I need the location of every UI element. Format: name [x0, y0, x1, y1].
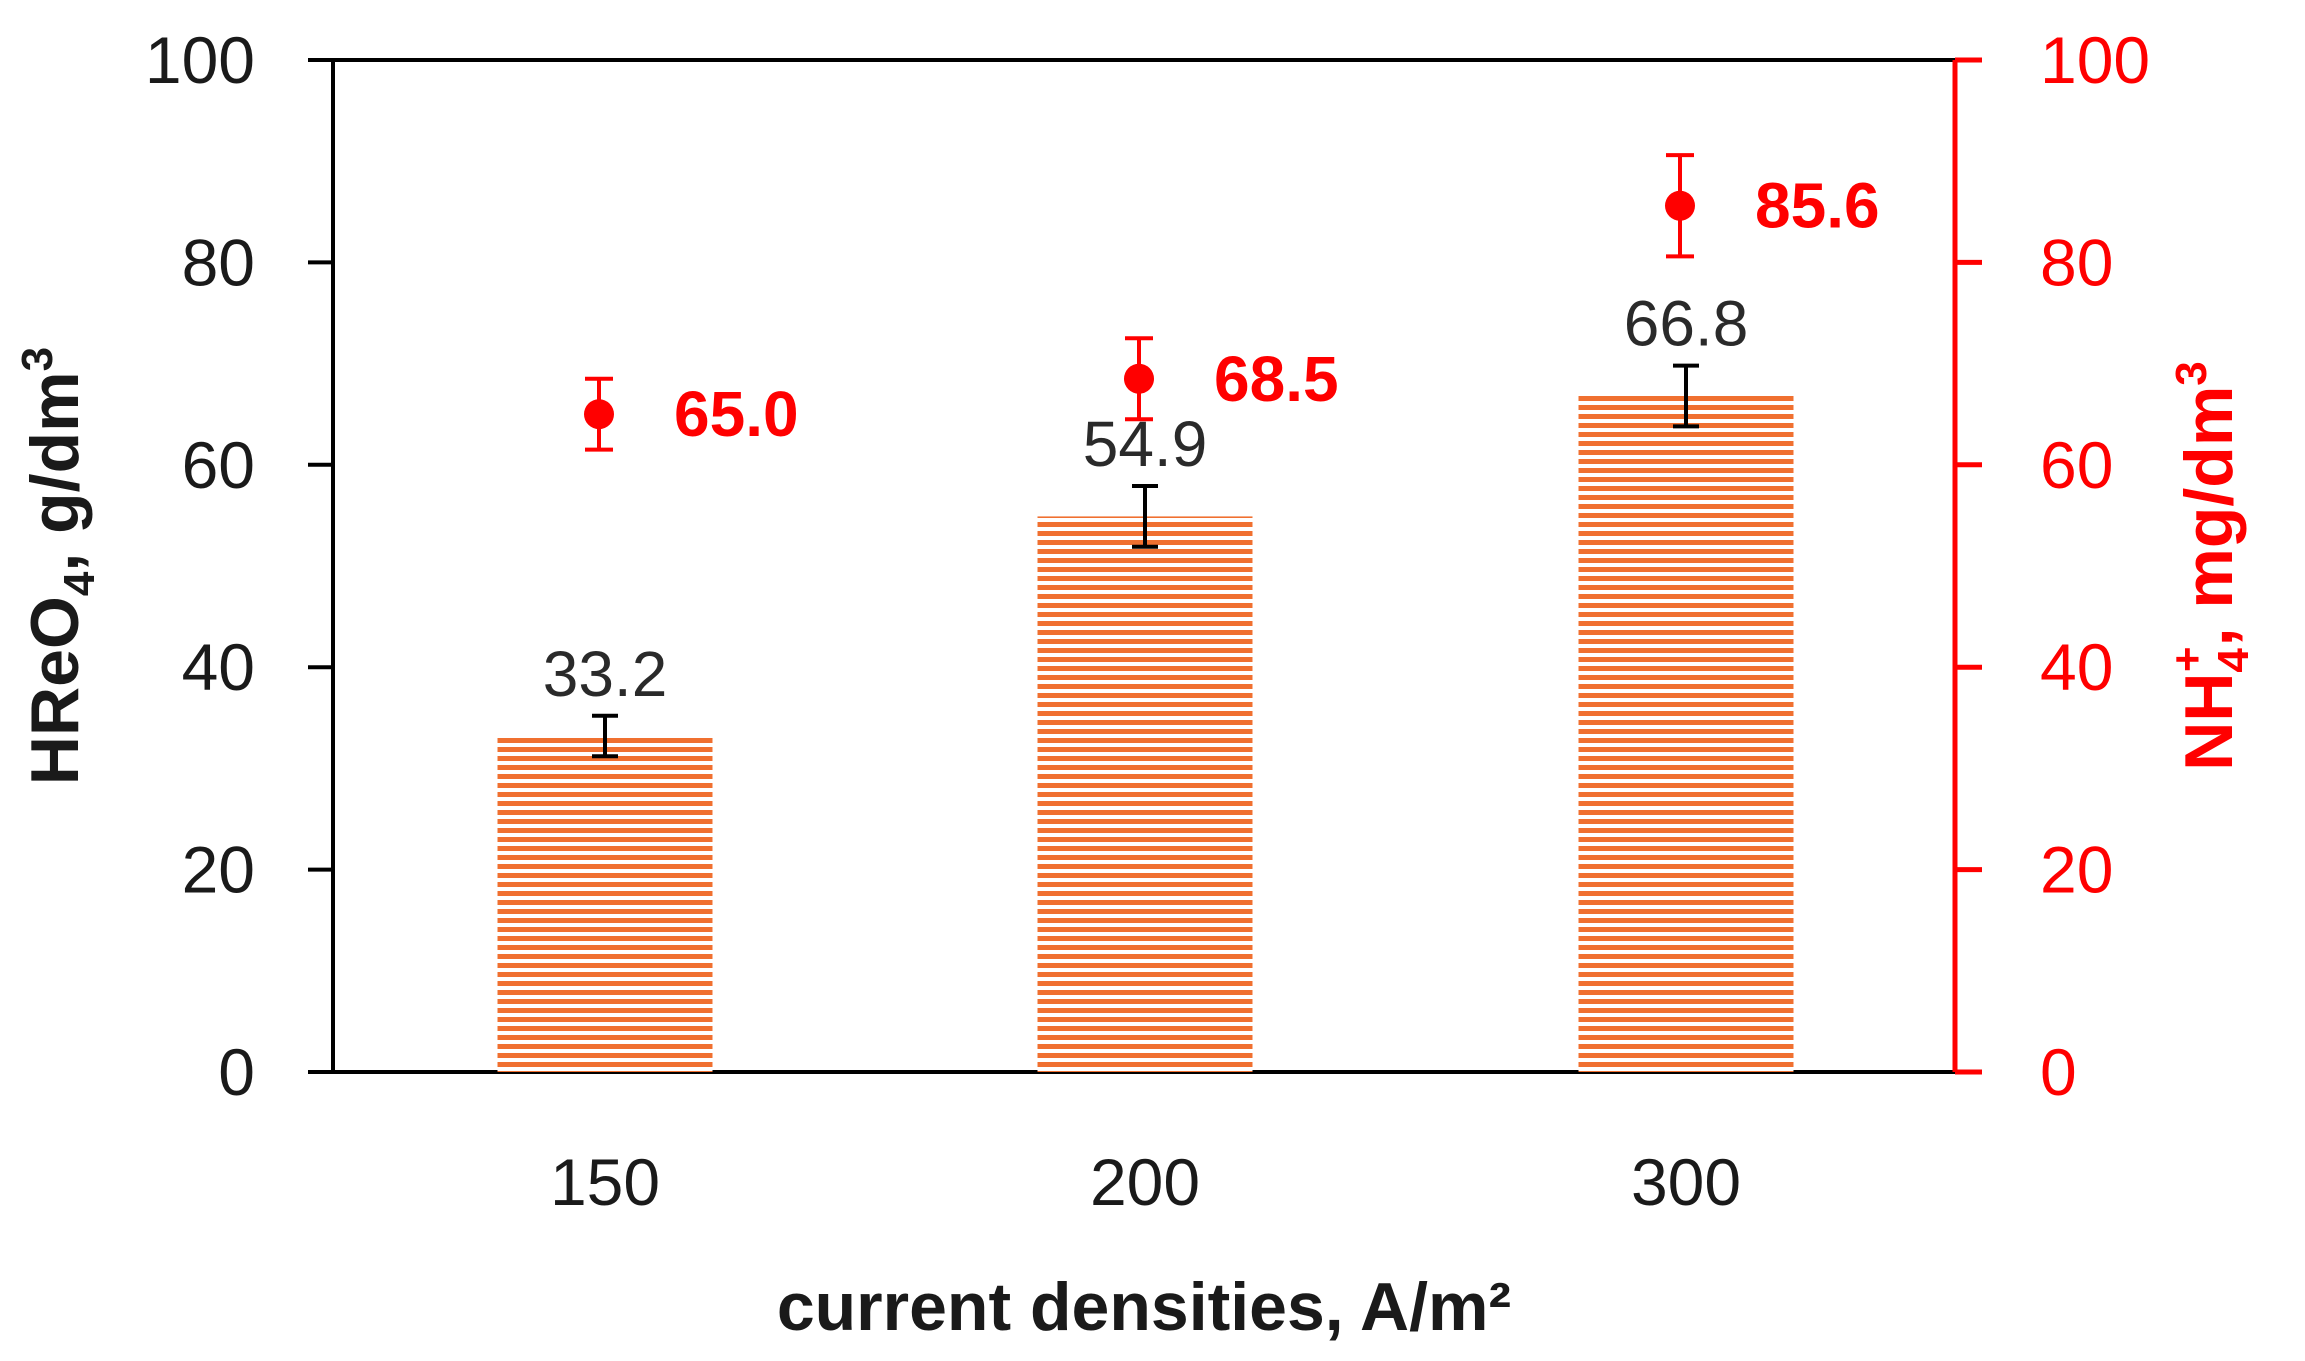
right-tick-label: 40 — [2040, 630, 2113, 704]
x-tick-label: 200 — [1090, 1145, 1200, 1219]
right-tick-label: 60 — [2040, 428, 2113, 502]
left-tick-label: 60 — [182, 428, 255, 502]
data-point — [1665, 190, 1695, 221]
point-data-label: 65.0 — [674, 378, 799, 450]
bar — [1037, 516, 1253, 1072]
point-data-label: 68.5 — [1214, 343, 1339, 415]
left-tick-label: 0 — [218, 1035, 255, 1109]
x-tick-label: 300 — [1631, 1145, 1741, 1219]
right-tick-label: 80 — [2040, 225, 2113, 299]
bar-data-label: 66.8 — [1624, 288, 1749, 360]
point-series: 65.0 68.5 85.6 — [584, 153, 1880, 452]
left-tick-label: 20 — [182, 833, 255, 907]
bar — [1578, 395, 1794, 1072]
x-tick-label: 150 — [550, 1145, 660, 1219]
left-tick-label: 100 — [145, 23, 255, 97]
right-y-axis-title: NH4+, mg/dm3 — [2163, 361, 2258, 771]
left-tick-label: 40 — [182, 630, 255, 704]
axis-ticks: 0 0 20 20 40 40 60 60 80 80 100 100 150 200 300 — [145, 23, 2150, 1219]
data-point — [1124, 363, 1154, 394]
data-point — [584, 399, 614, 430]
right-tick-label: 20 — [2040, 833, 2113, 907]
left-tick-label: 80 — [182, 225, 255, 299]
left-y-axis-title: HReO4, g/dm3 — [13, 347, 104, 785]
bar-series: 33.254.966.8 — [497, 288, 1794, 1072]
axis-titles: current densities, A/m² HReO4, g/dm3 NH4+,… — [13, 347, 2258, 1345]
x-axis-title: current densities, A/m² — [777, 1269, 1511, 1345]
right-tick-label: 0 — [2040, 1035, 2077, 1109]
right-tick-label: 100 — [2040, 23, 2150, 97]
left-y-axis-title-group: HReO4, g/dm3 — [13, 347, 104, 785]
right-y-axis-title-group: NH4+, mg/dm3 — [2163, 361, 2258, 771]
point-data-label: 85.6 — [1755, 170, 1880, 242]
bar-data-label: 33.2 — [543, 638, 668, 710]
bar — [497, 736, 713, 1072]
